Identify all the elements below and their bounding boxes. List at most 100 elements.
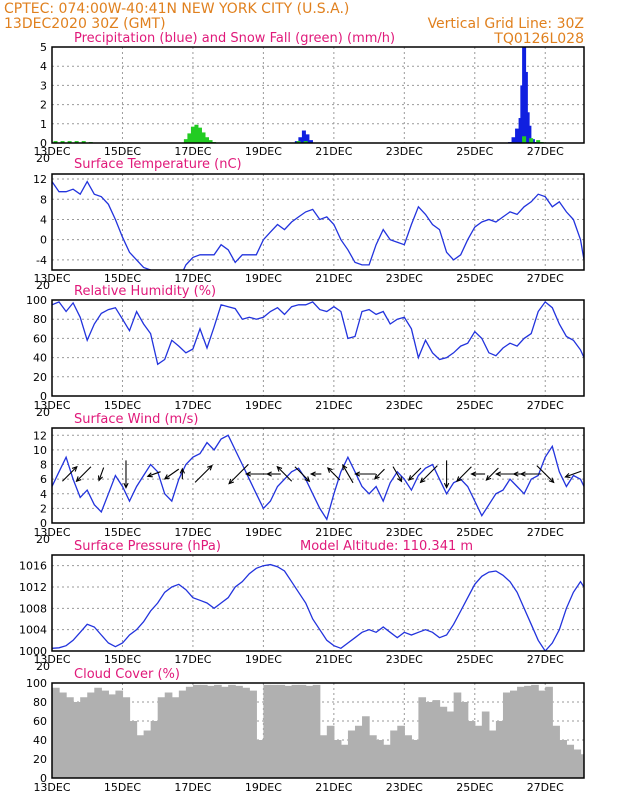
- header-model-code: TQ0126L028: [493, 31, 584, 47]
- precipitation-bar: [305, 134, 310, 143]
- wind-arrow: [326, 467, 341, 481]
- snowfall-bar: [190, 126, 195, 143]
- precip-grid: [51, 46, 584, 144]
- x-tick-label: 21DEC: [315, 272, 352, 285]
- wind-arrow: [294, 466, 311, 483]
- cloud-cover-bar: [178, 690, 187, 778]
- y-tick-label: 60: [33, 715, 47, 728]
- y-tick-label: 1000: [19, 645, 47, 658]
- wind-arrow-head: [179, 467, 186, 474]
- cloud-frame: [51, 682, 585, 779]
- wind-arrow: [228, 463, 249, 485]
- wind-arrow: [485, 467, 499, 481]
- cloud-cover-bar: [369, 735, 377, 778]
- rh-grid: [51, 299, 584, 397]
- pressure-title: Surface Pressure (hPa): [74, 539, 221, 554]
- x-tick-label: 25DEC: [456, 526, 493, 539]
- y-tick-label: 40: [33, 352, 47, 365]
- cloud-cover-bar: [510, 690, 518, 778]
- wind-arrow-shaft: [194, 465, 213, 483]
- cloud-cover-bar: [566, 744, 575, 778]
- cloud-cover-bar: [73, 702, 81, 778]
- cloud-cover-bar: [192, 684, 201, 778]
- wind-arrow: [163, 468, 180, 480]
- snowfall-bar: [53, 141, 58, 143]
- cloud-cover-bar: [481, 711, 490, 778]
- pressure-frame: [51, 554, 585, 652]
- cloud-cover-bar: [425, 702, 434, 778]
- x-tick-label: 21DEC: [315, 145, 352, 158]
- x-tick-label: 13DEC: [33, 145, 70, 158]
- cloud-cover-bar: [584, 764, 592, 778]
- cloud-cover-bar: [524, 685, 532, 778]
- wind-arrow: [470, 471, 486, 477]
- y-tick-label: 20: [33, 753, 47, 766]
- snowfall-bar: [208, 140, 213, 143]
- y-tick-label: 60: [33, 332, 47, 345]
- precipitation-bar: [523, 71, 528, 143]
- cloud-cover-bar: [312, 684, 321, 778]
- header-date: 13DEC2020 30Z (GMT): [4, 16, 166, 32]
- x-tick-label: 15DEC: [104, 653, 141, 666]
- precipitation-bar: [298, 137, 303, 143]
- wind-arrow-head: [470, 471, 477, 477]
- y-tick-label: 6: [40, 473, 47, 486]
- y-tick-label: 4: [40, 488, 47, 501]
- cloud-cover-bar: [397, 725, 405, 778]
- x-tick-label: 27DEC: [527, 526, 564, 539]
- precipitation-bar: [527, 125, 532, 143]
- precipitation-bar: [308, 140, 313, 143]
- cloud-cover-bar: [256, 740, 264, 778]
- cloud-cover-bar: [347, 730, 356, 778]
- y-tick-label: 40: [33, 734, 47, 747]
- y-tick-label: 3: [40, 79, 47, 92]
- wind-arrow: [373, 468, 385, 480]
- wind-arrow: [456, 466, 472, 483]
- wind-arrow-head: [123, 482, 129, 489]
- wind-plot-area: [52, 434, 584, 521]
- pressure-grid: [51, 555, 584, 652]
- snowfall-bar: [536, 140, 541, 143]
- snowfall-bar: [74, 141, 79, 143]
- y-tick-label: 4: [40, 60, 47, 73]
- cloud-cover-bar: [249, 690, 257, 778]
- wind-arrow: [75, 466, 92, 483]
- x-tick-label: 21DEC: [315, 781, 352, 794]
- wind-frame: [51, 427, 585, 524]
- wind-grid: [51, 428, 584, 524]
- cloud-plot-area: [52, 684, 592, 778]
- snowfall-bar: [296, 141, 301, 143]
- cloud-title: Cloud Cover (%): [74, 667, 180, 682]
- cloud-cover-bar: [404, 735, 412, 778]
- x-tick-label: 17DEC: [174, 653, 211, 666]
- wind-panel: 13DEC 15DEC 17DEC 19DEC 21DEC 23DEC 25DEC 27DEC…: [33, 412, 585, 546]
- cloud-cover-bar: [52, 687, 60, 778]
- x-tick-label: 19DEC: [245, 526, 282, 539]
- wind-speed-line: [52, 434, 584, 521]
- x-tick-label: 13DEC: [33, 272, 70, 285]
- y-tick-label: 80: [33, 313, 47, 326]
- cloud-cover-bar: [185, 686, 194, 778]
- wind-arrow: [62, 465, 78, 482]
- rh-title: Relative Humidity (%): [74, 284, 216, 299]
- precip-plot-area: [53, 47, 544, 143]
- cloud-cover-bar: [284, 685, 293, 778]
- x-tick-label: 15DEC: [104, 526, 141, 539]
- wind-arrow-head: [512, 471, 519, 477]
- x-tick-year-fragment: 20: [36, 152, 50, 165]
- y-tick-label: 2: [40, 502, 47, 515]
- wind-arrow-shaft: [76, 466, 92, 482]
- cloud-cover-bar: [305, 685, 314, 778]
- x-tick-label: 17DEC: [174, 781, 211, 794]
- precipitation-bar: [301, 130, 306, 143]
- cloud-cover-bar: [66, 697, 74, 778]
- snowfall-bar: [81, 141, 86, 143]
- y-tick-label: 10: [33, 444, 47, 457]
- x-tick-year-fragment: 20: [36, 533, 50, 546]
- rh-plot-area: [52, 300, 584, 366]
- cloud-cover-bar: [538, 690, 546, 778]
- y-tick-label: 100: [26, 677, 47, 690]
- cloud-cover-bar: [263, 684, 272, 778]
- y-tick-label: 0: [40, 772, 47, 785]
- x-tick-label: 15DEC: [104, 781, 141, 794]
